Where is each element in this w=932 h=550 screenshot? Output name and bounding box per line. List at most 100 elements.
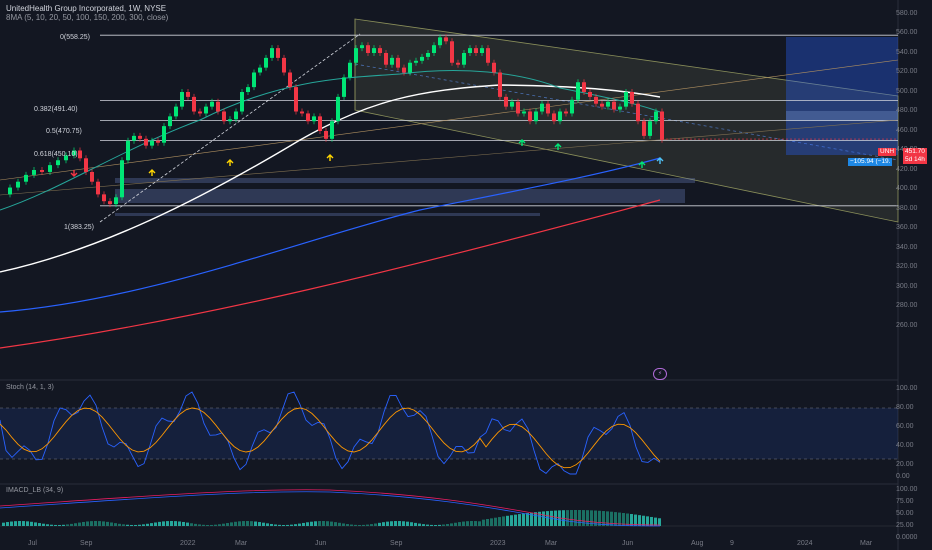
time-axis-tick: Mar <box>860 540 873 547</box>
macd-histogram-bar <box>46 524 49 526</box>
candle-body <box>534 111 538 122</box>
macd-histogram-bar <box>314 521 317 526</box>
macd-histogram-bar <box>650 516 653 526</box>
macd-axis-tick: 75.00 <box>896 498 914 505</box>
candle-body <box>162 126 166 143</box>
macd-histogram-bar <box>510 515 513 526</box>
macd-histogram-bar <box>466 521 469 526</box>
indicator-legend[interactable]: 8MA (5, 10, 20, 50, 100, 150, 200, 300, … <box>6 13 169 22</box>
candle-body <box>246 87 250 92</box>
macd-histogram-bar <box>274 524 277 526</box>
candle-body <box>120 160 124 198</box>
macd-histogram-bar <box>590 510 593 526</box>
price-axis-tick: 520.00 <box>896 68 918 75</box>
candle-body <box>660 111 664 140</box>
macd-histogram-bar <box>514 514 517 526</box>
candle-body <box>588 92 592 97</box>
time-axis-tick: Jul <box>28 540 37 547</box>
stoch-axis-tick: 80.00 <box>896 404 914 411</box>
candle-body <box>132 135 136 141</box>
macd-histogram-bar <box>494 517 497 526</box>
signal-arrow <box>554 143 562 150</box>
candle-body <box>264 57 268 68</box>
macd-histogram-bar <box>490 518 493 526</box>
macd-histogram-bar <box>474 521 477 526</box>
candle-body <box>564 111 568 114</box>
macd-histogram-bar <box>70 523 73 526</box>
candle-body <box>114 197 118 205</box>
macd-line <box>0 491 661 527</box>
candle-body <box>222 111 226 122</box>
macd-histogram-bar <box>130 524 133 526</box>
macd-histogram-bar <box>470 521 473 526</box>
stoch-k-line <box>0 391 661 475</box>
macd-histogram-bar <box>402 521 405 526</box>
macd-histogram-bar <box>14 521 17 526</box>
macd-histogram-bar <box>10 521 13 526</box>
stoch-axis-tick: 0.00 <box>896 473 910 480</box>
macd-histogram-bar <box>538 511 541 526</box>
macd-histogram-bar <box>546 511 549 526</box>
candle-body <box>420 56 424 61</box>
macd-histogram-bar <box>346 524 349 526</box>
macd-histogram-bar <box>326 521 329 526</box>
candle-body <box>108 201 112 205</box>
candle-body <box>402 67 406 73</box>
macd-histogram-bar <box>622 513 625 526</box>
support-zone <box>115 178 695 183</box>
macd-histogram-bar <box>410 522 413 526</box>
macd-histogram-bar <box>194 523 197 526</box>
macd-histogram-bar <box>562 510 565 526</box>
macd-histogram-bar <box>606 511 609 526</box>
tradingview-event-icon[interactable]: ⚡ <box>653 368 667 380</box>
candle-body <box>56 160 60 166</box>
macd-histogram-bar <box>626 513 629 526</box>
macd-histogram-bar <box>382 522 385 526</box>
candle-body <box>354 48 358 63</box>
candle-body <box>24 174 28 182</box>
macd-histogram-bar <box>502 516 505 526</box>
candle-body <box>462 53 466 65</box>
candle-body <box>144 138 148 146</box>
macd-histogram-bar <box>134 524 137 526</box>
macd-histogram-bar <box>102 521 105 526</box>
candle-body <box>8 187 12 195</box>
stoch-pane-title[interactable]: Stoch (14, 1, 3) <box>6 384 54 391</box>
macd-histogram-bar <box>566 510 569 526</box>
macd-pane-title[interactable]: IMACD_LB (34, 9) <box>6 487 64 494</box>
macd-histogram-bar <box>582 510 585 526</box>
candle-body <box>606 101 610 107</box>
measure-tag: −105.94 (−19. <box>848 158 893 166</box>
time-axis-tick: Sep <box>80 540 93 547</box>
macd-histogram-bar <box>270 523 273 526</box>
macd-histogram-bar <box>334 522 337 526</box>
macd-histogram-bar <box>58 524 61 526</box>
candle-body <box>498 72 502 97</box>
macd-axis-tick: 25.00 <box>896 522 914 529</box>
trend-line <box>0 119 899 196</box>
macd-histogram-bar <box>62 524 65 526</box>
price-axis-tick: 360.00 <box>896 224 918 231</box>
macd-histogram-bar <box>278 524 281 526</box>
macd-histogram-bar <box>266 523 269 526</box>
macd-histogram-bar <box>174 521 177 526</box>
candle-body <box>102 194 106 202</box>
macd-histogram-bar <box>98 521 101 526</box>
macd-histogram-bar <box>518 514 521 526</box>
candle-body <box>438 37 442 46</box>
channel-midline <box>354 63 899 161</box>
macd-signal-line <box>0 489 661 526</box>
candle-body <box>654 111 658 122</box>
price-axis-tick: 540.00 <box>896 49 918 56</box>
candle-body <box>360 45 364 49</box>
candle-body <box>444 37 448 42</box>
macd-histogram-bar <box>86 521 89 526</box>
signal-arrow <box>518 139 526 146</box>
time-axis-tick: 2023 <box>490 540 506 547</box>
support-zone <box>115 189 685 203</box>
candle-body <box>84 158 88 172</box>
macd-histogram-bar <box>578 510 581 526</box>
candle-body <box>258 67 262 73</box>
signal-arrow <box>70 170 78 177</box>
